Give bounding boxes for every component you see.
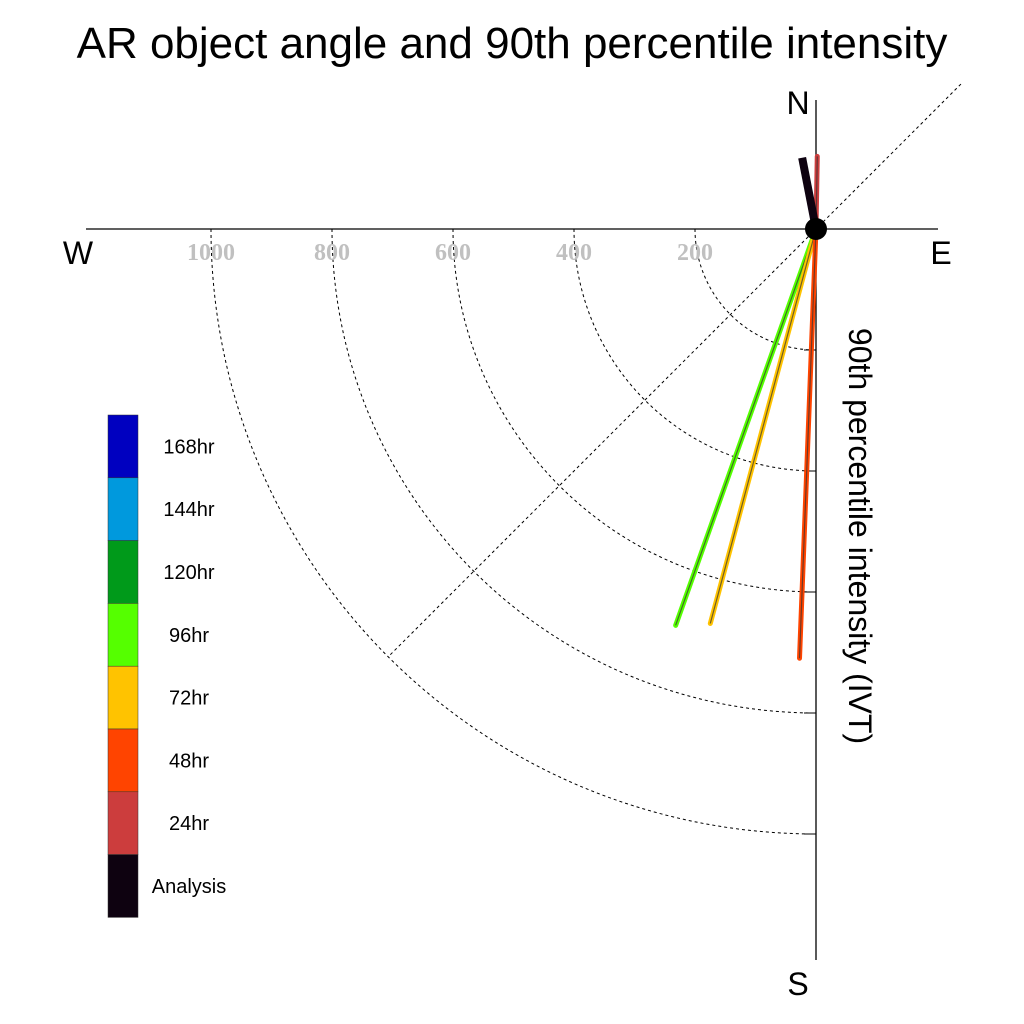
legend-label: 24hr — [169, 813, 209, 835]
radial-tick-label: 800 — [314, 240, 350, 266]
radial-tick-label: 1000 — [187, 240, 235, 266]
legend-swatch — [107, 728, 139, 793]
legend-swatch — [107, 603, 139, 667]
series-vector-48hr — [797, 226, 819, 661]
legend: 168hr 144hr 120hr 96hr 72hr 48hr 24hr Analysis — [107, 414, 226, 918]
legend-label: 120hr — [163, 562, 214, 584]
legend-swatch — [107, 477, 139, 541]
data-series — [673, 153, 820, 661]
origin-marker — [805, 218, 827, 240]
legend-label: 96hr — [169, 625, 209, 647]
legend-label: 144hr — [163, 499, 214, 521]
radial-ring — [573, 228, 817, 472]
radial-tick-label: 600 — [435, 240, 471, 266]
radial-ring — [331, 228, 817, 714]
legend-swatch — [107, 854, 139, 918]
radial-tick-label: 200 — [677, 240, 713, 266]
radial-axis-title: 90th percentile intensity (IVT) — [842, 328, 878, 744]
legend-swatch — [107, 540, 139, 604]
west-label: W — [63, 235, 94, 271]
radial-ring — [210, 228, 817, 835]
radial-ring — [452, 228, 817, 593]
legend-swatch — [107, 665, 139, 730]
legend-label: Analysis — [152, 876, 226, 898]
polar-grid — [86, 83, 962, 960]
north-label: N — [786, 85, 809, 121]
series-vector-analysis — [798, 156, 820, 230]
south-label: S — [787, 966, 808, 1002]
diagonal-reference-line — [387, 83, 962, 658]
chart-title: AR object angle and 90th percentile inte… — [77, 19, 948, 68]
radial-tick-label: 400 — [556, 240, 592, 266]
legend-swatch — [107, 414, 139, 479]
radial-tick-labels: 200 400 600 800 1000 — [187, 240, 713, 266]
series-vector-72hr — [707, 226, 819, 626]
legend-label: 48hr — [169, 750, 209, 772]
radial-ring — [694, 228, 817, 351]
east-label: E — [930, 235, 951, 271]
legend-label: 72hr — [169, 688, 209, 710]
series-vector-96hr — [673, 226, 819, 628]
legend-swatch — [107, 791, 139, 855]
legend-label: 168hr — [163, 436, 214, 458]
radial-rings — [210, 228, 817, 835]
